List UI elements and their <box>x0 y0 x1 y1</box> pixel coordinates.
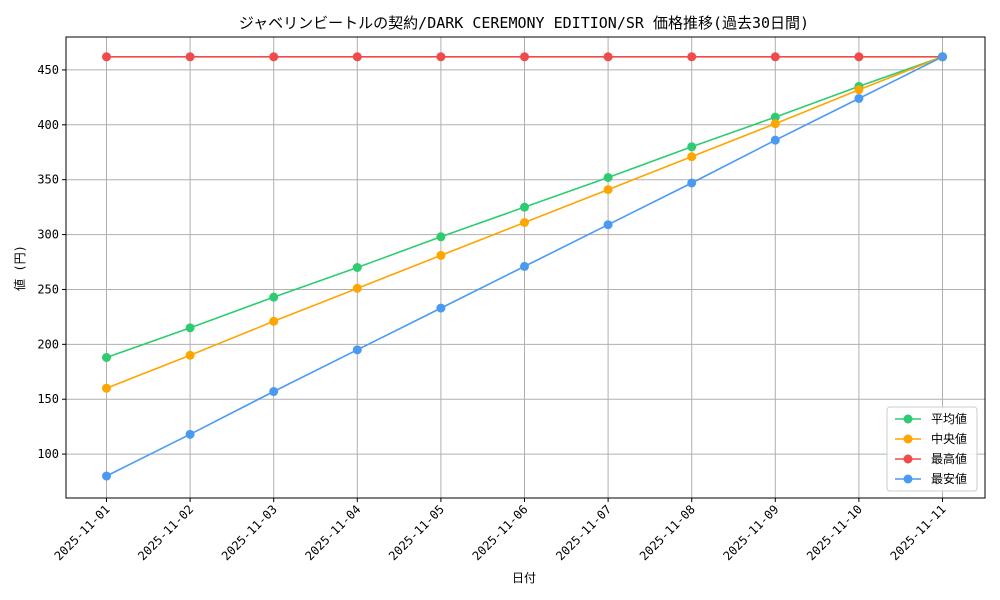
data-point <box>520 217 529 227</box>
data-point <box>185 323 195 333</box>
data-point <box>352 52 362 62</box>
data-point <box>436 52 446 62</box>
data-point <box>520 52 529 62</box>
y-tick-label: 200 <box>37 337 59 351</box>
x-tick-label: 2025-11-10 <box>804 502 865 563</box>
legend-marker <box>903 414 913 424</box>
y-tick-label: 150 <box>37 392 59 406</box>
data-point <box>269 292 279 302</box>
y-tick-label: 450 <box>37 63 59 77</box>
data-point <box>520 261 529 271</box>
data-point <box>770 52 780 62</box>
plot-frame <box>65 36 986 499</box>
data-point <box>352 263 362 272</box>
data-point <box>687 52 697 62</box>
y-tick-label: 300 <box>37 228 59 242</box>
y-axis-title: 値 (円) <box>12 245 27 291</box>
data-point <box>938 52 947 62</box>
x-axis-ticks: 2025-11-01 2025-11-02 2025-11-03 2025-11-04… <box>52 498 949 563</box>
data-point <box>603 185 613 195</box>
x-tick-label: 2025-11-08 <box>637 502 698 563</box>
data-point <box>102 471 111 481</box>
data-point <box>687 152 697 162</box>
data-point <box>352 283 362 293</box>
data-point <box>603 220 613 230</box>
data-point <box>185 429 195 439</box>
data-point <box>770 135 780 145</box>
x-tick-label: 2025-11-06 <box>470 502 531 563</box>
data-point <box>770 112 780 122</box>
data-point <box>102 383 111 393</box>
x-tick-label: 2025-11-11 <box>888 502 949 563</box>
data-point <box>102 353 111 363</box>
x-tick-label: 2025-11-03 <box>219 502 280 563</box>
data-point <box>854 52 864 62</box>
legend-marker <box>903 434 913 444</box>
x-tick-label: 2025-11-01 <box>52 502 113 563</box>
legend-marker <box>903 474 913 484</box>
series-points <box>102 52 947 481</box>
data-point <box>603 52 613 62</box>
y-tick-label: 350 <box>37 173 59 187</box>
legend-label: 平均値 <box>931 411 967 426</box>
data-point <box>185 350 195 360</box>
data-point <box>269 316 279 326</box>
data-point <box>854 85 864 95</box>
data-point <box>520 202 529 212</box>
data-point <box>436 250 446 260</box>
data-point <box>352 345 362 355</box>
data-point <box>687 178 697 188</box>
x-tick-label: 2025-11-02 <box>135 502 196 563</box>
x-tick-label: 2025-11-07 <box>553 502 614 563</box>
data-point <box>603 172 613 182</box>
y-axis-ticks: 100 150 200 250 300 350 400 450 <box>37 63 66 461</box>
x-tick-label: 2025-11-04 <box>302 502 363 563</box>
legend-label: 最高値 <box>931 451 967 466</box>
y-tick-label: 400 <box>37 118 59 132</box>
data-point <box>269 387 279 397</box>
data-point <box>269 52 279 62</box>
data-point <box>770 119 780 129</box>
data-point <box>185 52 195 62</box>
y-tick-label: 100 <box>37 447 59 461</box>
legend-marker <box>903 454 913 464</box>
data-point <box>436 232 446 242</box>
legend-label: 中央値 <box>931 431 967 446</box>
legend-label: 最安値 <box>931 471 967 486</box>
chart-title: ジャベリンビートルの契約/DARK CEREMONY EDITION/SR 価格… <box>239 14 809 32</box>
data-point <box>687 142 697 152</box>
legend-box <box>886 406 978 492</box>
data-point <box>436 303 446 313</box>
x-tick-label: 2025-11-05 <box>386 502 447 563</box>
x-tick-label: 2025-11-09 <box>720 502 781 563</box>
data-point <box>854 93 864 103</box>
y-tick-label: 250 <box>37 282 59 296</box>
data-point <box>102 52 111 62</box>
x-axis-title: 日付 <box>512 571 536 585</box>
